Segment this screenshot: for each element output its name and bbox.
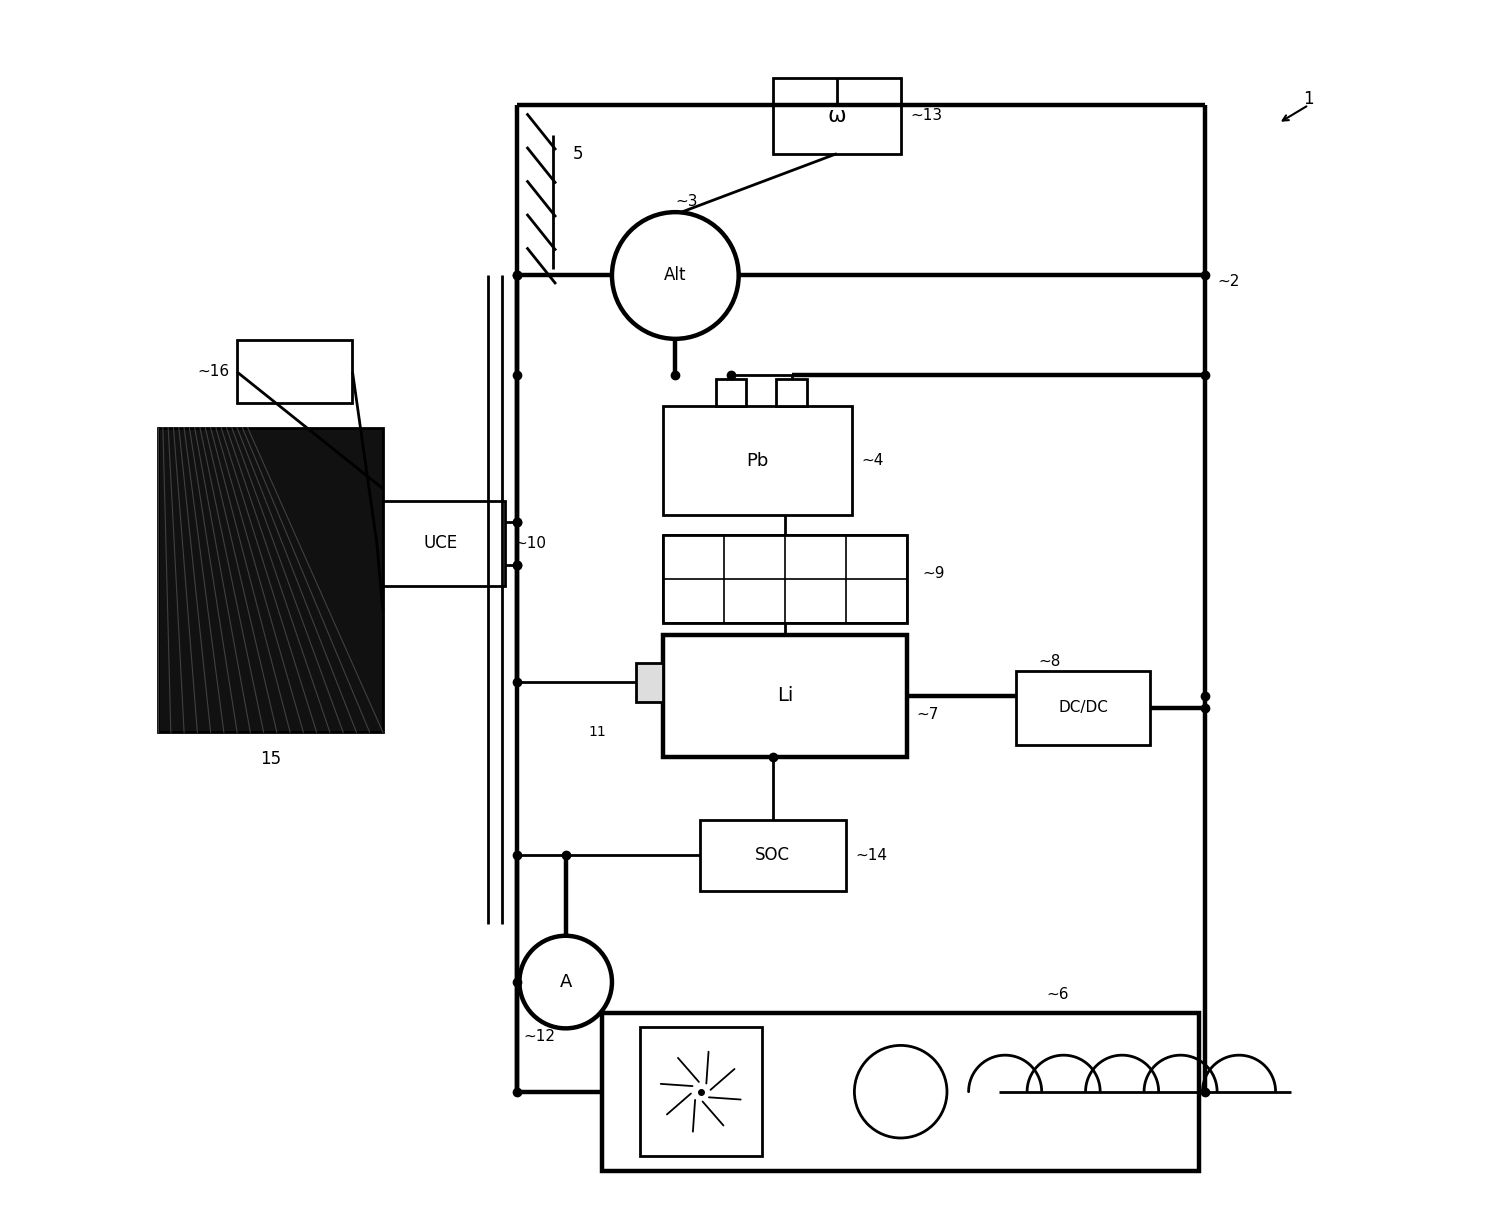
FancyBboxPatch shape (662, 535, 907, 623)
FancyBboxPatch shape (1017, 672, 1150, 745)
Text: ∼4: ∼4 (862, 453, 884, 468)
Text: 15: 15 (260, 750, 281, 768)
Text: ∼12: ∼12 (524, 1029, 555, 1044)
FancyBboxPatch shape (715, 379, 747, 405)
FancyBboxPatch shape (377, 501, 506, 586)
Text: ∼9: ∼9 (922, 567, 945, 581)
Text: 11: 11 (589, 725, 607, 740)
Bar (157, 427, 383, 733)
Text: ∼6: ∼6 (1047, 987, 1070, 1001)
Text: ∼7: ∼7 (916, 707, 939, 722)
Text: ∼3: ∼3 (676, 194, 697, 209)
Text: Pb: Pb (747, 452, 768, 470)
Circle shape (854, 1045, 948, 1138)
Circle shape (519, 935, 613, 1028)
FancyBboxPatch shape (700, 821, 847, 890)
FancyBboxPatch shape (773, 78, 901, 154)
Text: A: A (560, 973, 572, 991)
Text: Alt: Alt (664, 266, 687, 284)
FancyBboxPatch shape (662, 405, 853, 515)
Text: Li: Li (777, 686, 794, 706)
Circle shape (613, 212, 739, 339)
Text: ω: ω (827, 106, 847, 126)
Text: 1: 1 (1304, 90, 1314, 107)
Text: ∼13: ∼13 (910, 109, 943, 123)
Text: ∼10: ∼10 (515, 536, 546, 551)
FancyBboxPatch shape (237, 341, 353, 403)
FancyBboxPatch shape (602, 1012, 1200, 1171)
FancyBboxPatch shape (662, 635, 907, 757)
Text: ∼2: ∼2 (1218, 274, 1240, 289)
Text: DC/DC: DC/DC (1058, 701, 1108, 716)
Text: ∼14: ∼14 (856, 847, 887, 863)
Text: ∼8: ∼8 (1038, 654, 1061, 669)
FancyBboxPatch shape (640, 1027, 762, 1156)
Text: ∼16: ∼16 (198, 364, 229, 380)
Text: SOC: SOC (756, 846, 791, 864)
Text: UCE: UCE (424, 535, 457, 552)
FancyBboxPatch shape (637, 663, 662, 702)
Text: 5: 5 (572, 144, 582, 162)
FancyBboxPatch shape (777, 379, 807, 405)
